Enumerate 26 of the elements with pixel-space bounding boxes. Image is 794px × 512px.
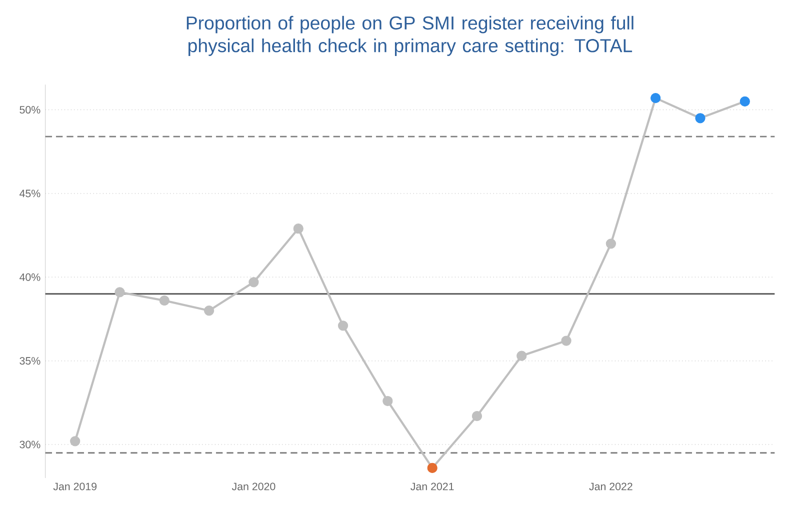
chart-title: Proportion of people on GP SMI register receiving full physical health check in primary care setting: TOTAL — [186, 16, 634, 56]
point — [338, 320, 348, 331]
point — [561, 336, 572, 346]
y-tick-label: 35% — [20, 357, 40, 365]
point — [650, 92, 661, 104]
x-tick-label: Jan 2019 — [53, 482, 97, 490]
y-tick-label: 50% — [20, 106, 40, 114]
point — [516, 350, 527, 361]
y-tick-label: 45% — [20, 190, 40, 198]
point — [740, 96, 750, 106]
point — [204, 306, 214, 316]
y-tick-label: 30% — [20, 440, 40, 448]
point — [293, 224, 304, 234]
point — [159, 296, 170, 306]
x-tick-label: Jan 2022 — [589, 482, 632, 490]
point — [382, 396, 393, 406]
y-tick-label: 40% — [20, 273, 40, 281]
point — [472, 411, 482, 422]
point — [114, 287, 125, 298]
point — [606, 238, 616, 249]
x-tick-label: Jan 2021 — [410, 482, 454, 490]
point — [427, 462, 438, 474]
point — [70, 436, 80, 446]
point — [695, 113, 706, 124]
x-tick-label: Jan 2020 — [232, 482, 276, 490]
point — [248, 277, 259, 288]
